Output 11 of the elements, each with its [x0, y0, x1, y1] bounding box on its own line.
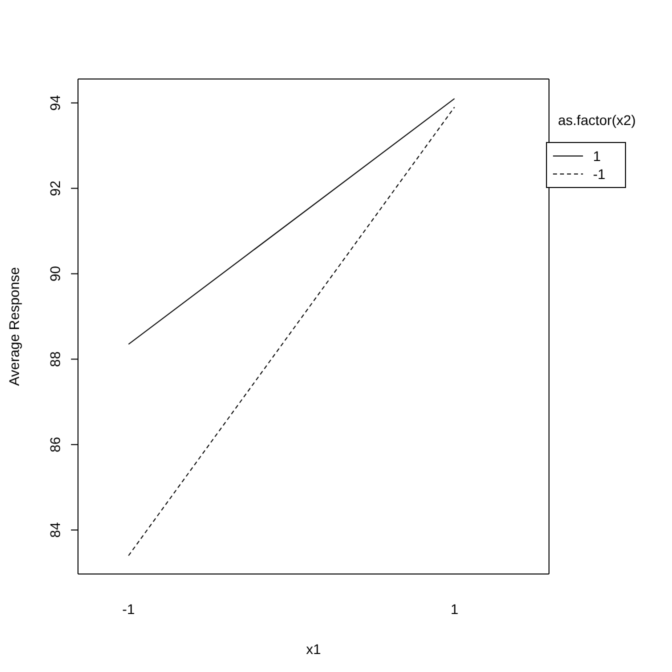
legend-label: -1	[593, 166, 606, 182]
y-tick-label: 86	[47, 436, 63, 452]
legend-title: as.factor(x2)	[558, 112, 637, 128]
y-axis-title: Average Response	[6, 266, 22, 386]
x-axis-title: x1	[306, 641, 322, 657]
legend-label: 1	[593, 148, 601, 164]
y-tick-label: 88	[47, 351, 63, 367]
y-tick-label: 92	[47, 180, 63, 196]
y-tick-label: 84	[47, 522, 63, 538]
y-tick-label: 90	[47, 266, 63, 282]
y-tick-label: 94	[47, 94, 63, 111]
